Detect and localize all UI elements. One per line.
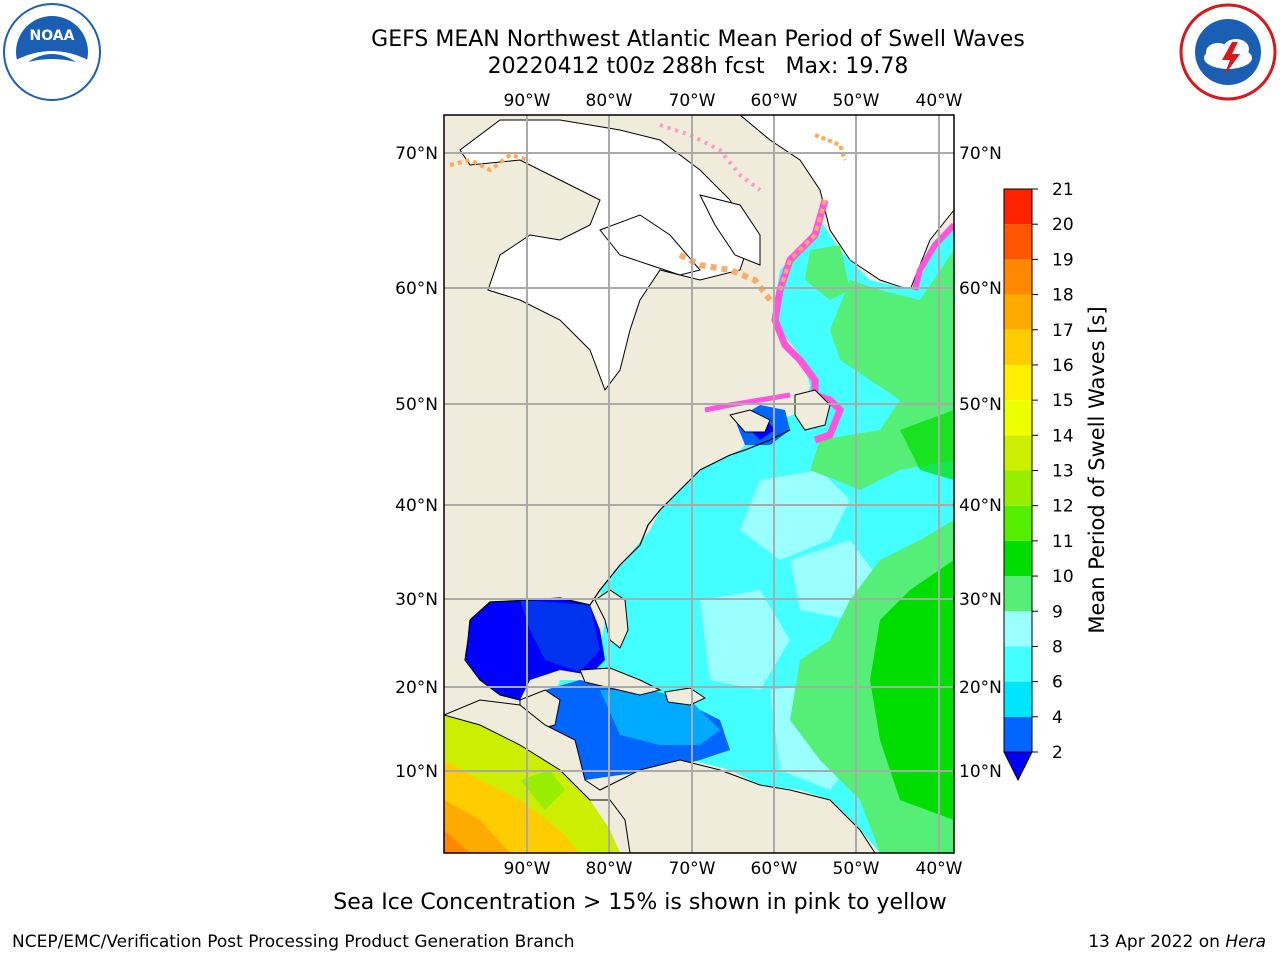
lat-label-right: 20°N — [959, 678, 1002, 698]
colorbar-tick-label: 15 — [1052, 391, 1074, 411]
lat-label-left: 60°N — [395, 279, 438, 299]
lon-label-bottom: 60°W — [751, 859, 798, 879]
sea-ice-edge-hudson — [678, 252, 773, 302]
colorbar-segment — [1004, 364, 1032, 401]
lon-label-top: 50°W — [833, 91, 880, 111]
sea-ice-edge-labrador — [771, 199, 845, 444]
colorbar-segment — [1004, 540, 1032, 577]
lat-label-right: 10°N — [959, 762, 1002, 782]
lat-label-right: 60°N — [959, 279, 1002, 299]
florida — [594, 589, 629, 649]
colorbar-segment — [1004, 329, 1032, 365]
colorbar-segment — [1004, 646, 1032, 682]
colorbar-segment — [1004, 681, 1032, 717]
lon-label-top: 60°W — [751, 91, 798, 111]
lat-label-left: 50°N — [395, 395, 438, 415]
noaa-logo-text: NOAA — [30, 28, 75, 44]
lat-label-left: 10°N — [395, 762, 438, 782]
colorbar-tick-label: 4 — [1052, 708, 1063, 728]
colorbar-tick-label: 16 — [1052, 356, 1074, 376]
colorbar-segment — [1004, 189, 1032, 225]
lon-label-top: 80°W — [586, 91, 633, 111]
colorbar-segment — [1004, 576, 1032, 612]
footer-date-text: 13 Apr 2022 on — [1088, 932, 1226, 952]
colorbar-under-triangle — [1003, 751, 1033, 782]
colorbar-tick-label: 2 — [1052, 743, 1063, 763]
colorbar-tick-label: 20 — [1052, 215, 1074, 235]
east-coast-line — [599, 429, 791, 591]
noaa-logo: NOAA — [3, 3, 101, 101]
chart-title: GEFS MEAN Northwest Atlantic Mean Period… — [371, 27, 1025, 52]
colorbar-segment — [1004, 716, 1032, 752]
nws-logo — [1179, 3, 1277, 101]
colorbar-segment — [1004, 611, 1032, 647]
colorbar-segment — [1004, 505, 1032, 541]
colorbar-tick-label: 6 — [1052, 673, 1063, 693]
lat-label-right: 50°N — [959, 395, 1002, 415]
colorbar-tick-label: 18 — [1052, 286, 1074, 306]
lon-label-top: 70°W — [669, 91, 716, 111]
cuba — [579, 667, 662, 696]
colorbar-tick-label: 12 — [1052, 497, 1074, 517]
sea-ice-note: Sea Ice Concentration > 15% is shown in … — [333, 890, 947, 915]
lat-labels-left: 70°N 60°N 50°N 40°N 30°N 20°N 10°N — [395, 144, 438, 782]
lat-label-left: 70°N — [395, 144, 438, 164]
colorbar-label: Mean Period of Swell Waves [s] — [1085, 306, 1109, 633]
footer-credit: NCEP/EMC/Verification Post Processing Pr… — [12, 932, 575, 952]
footer-machine: Hera — [1225, 932, 1266, 952]
footer-date: 13 Apr 2022 on Hera — [1088, 932, 1266, 952]
lat-label-left: 20°N — [395, 678, 438, 698]
lat-label-left: 40°N — [395, 496, 438, 516]
hudson-bay-ice — [459, 119, 751, 392]
greenland-ice — [739, 115, 954, 291]
graticule — [444, 115, 954, 853]
lon-label-top: 90°W — [504, 91, 551, 111]
lat-label-right: 30°N — [959, 590, 1002, 610]
colorbar-segment — [1004, 435, 1032, 471]
colorbar-segment — [1004, 400, 1032, 436]
lon-label-bottom: 70°W — [669, 859, 716, 879]
lat-label-right: 70°N — [959, 144, 1002, 164]
colorbar-tick-label: 19 — [1052, 250, 1074, 270]
chart-subtitle: 20220412 t00z 288h fcst Max: 19.78 — [487, 54, 909, 79]
colorbar-tick-label: 14 — [1052, 426, 1074, 446]
lat-label-left: 30°N — [395, 590, 438, 610]
colorbar-segment — [1004, 224, 1032, 260]
map-frame — [443, 114, 955, 854]
colorbar-tick-label: 10 — [1052, 567, 1074, 587]
lon-label-bottom: 80°W — [586, 859, 633, 879]
colorbar-tick-label: 17 — [1052, 321, 1074, 341]
lon-labels-bottom: 90°W 80°W 70°W 60°W 50°W 40°W — [504, 859, 963, 879]
sea-ice-edge-greenland — [912, 222, 954, 291]
colorbar-tick-label: 13 — [1052, 462, 1074, 482]
newfoundland — [794, 389, 831, 431]
lon-labels-top: 90°W 80°W 70°W 60°W 50°W 40°W — [504, 91, 963, 111]
colorbar-tick-label: 9 — [1052, 602, 1063, 622]
colorbar: 2 4 6 8 9 10 11 12 13 14 15 16 17 18 19 20 21 — [1003, 180, 1074, 782]
hispaniola — [664, 687, 707, 706]
lon-label-bottom: 40°W — [916, 859, 963, 879]
swell-field — [444, 115, 954, 853]
colorbar-segment — [1004, 470, 1032, 506]
lon-label-bottom: 50°W — [833, 859, 880, 879]
colorbar-tick-label: 21 — [1052, 180, 1074, 200]
colorbar-segment — [1004, 259, 1032, 295]
colorbar-tick-label: 11 — [1052, 532, 1074, 552]
colorbar-segment — [1004, 294, 1032, 330]
colorbar-tick-label: 8 — [1052, 637, 1063, 657]
lon-label-bottom: 90°W — [504, 859, 551, 879]
lat-labels-right: 70°N 60°N 50°N 40°N 30°N 20°N 10°N — [959, 144, 1002, 782]
lon-label-top: 40°W — [916, 91, 963, 111]
lat-label-right: 40°N — [959, 496, 1002, 516]
